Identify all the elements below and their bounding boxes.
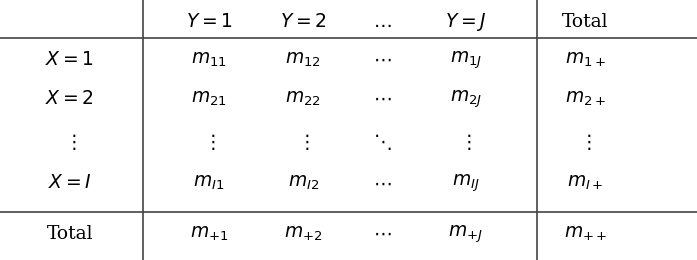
Text: $X = I$: $X = I$ — [48, 174, 91, 192]
Text: $X = 1$: $X = 1$ — [45, 51, 94, 69]
Text: $m_{I2}$: $m_{I2}$ — [288, 174, 319, 192]
Text: $m_{1+}$: $m_{1+}$ — [565, 51, 606, 69]
Text: Total: Total — [47, 225, 93, 243]
Text: $\ldots$: $\ldots$ — [373, 13, 391, 31]
Text: $\cdots$: $\cdots$ — [373, 90, 391, 108]
Text: $m_{2+}$: $m_{2+}$ — [565, 90, 606, 108]
Text: $m_{1J}$: $m_{1J}$ — [450, 49, 482, 70]
Text: $\vdots$: $\vdots$ — [459, 132, 472, 152]
Text: $\vdots$: $\vdots$ — [203, 132, 215, 152]
Text: $\cdots$: $\cdots$ — [373, 51, 391, 69]
Text: $\vdots$: $\vdots$ — [297, 132, 309, 152]
Text: $Y = 2$: $Y = 2$ — [280, 13, 326, 31]
Text: $X = 2$: $X = 2$ — [45, 90, 94, 108]
Text: $m_{+2}$: $m_{+2}$ — [284, 225, 323, 243]
Text: $\ddots$: $\ddots$ — [373, 132, 391, 152]
Text: $m_{22}$: $m_{22}$ — [285, 90, 321, 108]
Text: $Y = J$: $Y = J$ — [445, 11, 487, 33]
Text: $\vdots$: $\vdots$ — [63, 132, 76, 152]
Text: $m_{I+}$: $m_{I+}$ — [567, 174, 604, 192]
Text: $\cdots$: $\cdots$ — [373, 174, 391, 192]
Text: $\vdots$: $\vdots$ — [579, 132, 592, 152]
Text: $m_{++}$: $m_{++}$ — [564, 225, 607, 243]
Text: $m_{I1}$: $m_{I1}$ — [194, 174, 224, 192]
Text: $m_{21}$: $m_{21}$ — [191, 90, 227, 108]
Text: $m_{11}$: $m_{11}$ — [191, 51, 227, 69]
Text: $m_{2J}$: $m_{2J}$ — [450, 88, 482, 109]
Text: $m_{+1}$: $m_{+1}$ — [190, 225, 229, 243]
Text: $Y = 1$: $Y = 1$ — [186, 13, 232, 31]
Text: $\cdots$: $\cdots$ — [373, 225, 391, 243]
Text: $m_{IJ}$: $m_{IJ}$ — [452, 173, 480, 194]
Text: $m_{+J}$: $m_{+J}$ — [448, 223, 483, 245]
Text: Total: Total — [562, 13, 608, 31]
Text: $m_{12}$: $m_{12}$ — [285, 51, 321, 69]
